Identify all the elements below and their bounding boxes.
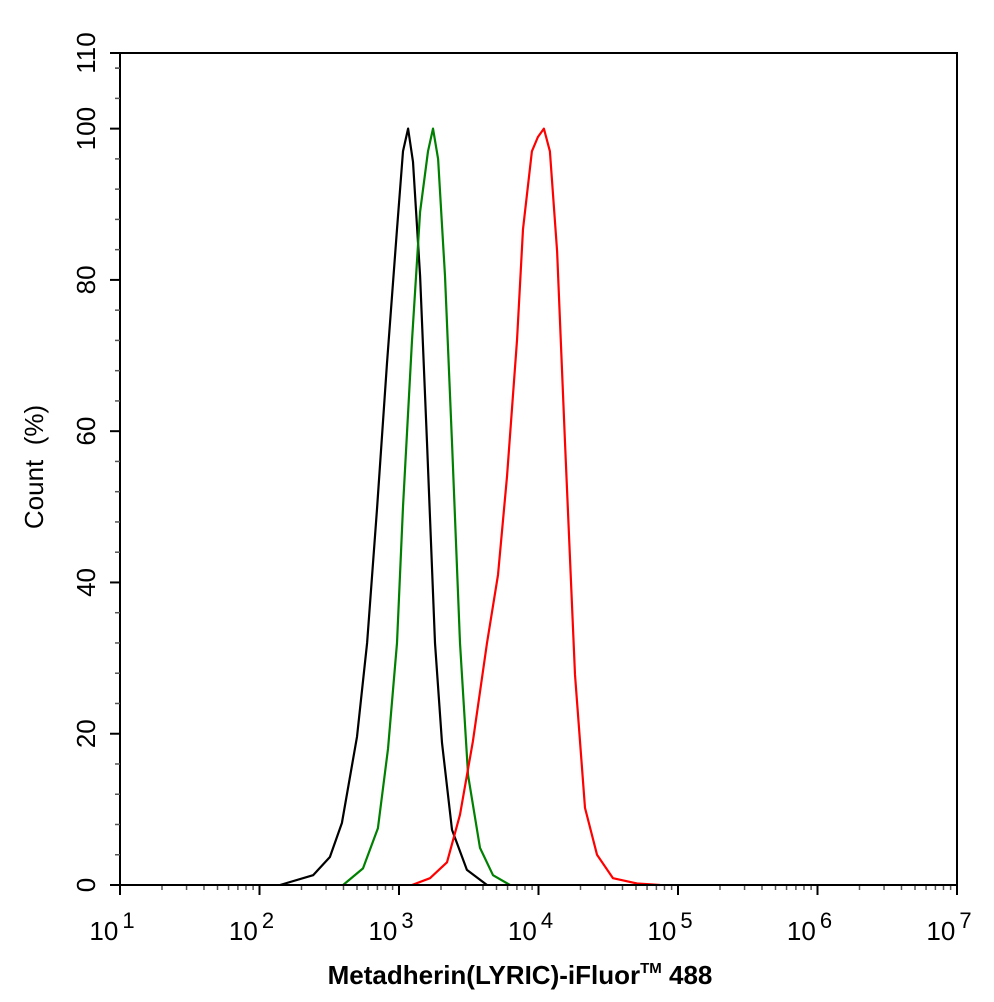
y-tick-label: 60 [71, 417, 101, 446]
series-line-green [342, 127, 511, 886]
y-axis-title: Count (%) [19, 405, 49, 529]
x-tick-base: 10 [647, 916, 676, 946]
x-tick-exponent: 4 [541, 908, 553, 933]
x-tick-exponent: 3 [401, 908, 413, 933]
x-tick-label: 10 1 [89, 908, 134, 946]
x-tick-exponent: 1 [122, 908, 134, 933]
x-axis-title: Metadherin(LYRIC)-iFluorTM 488 [328, 960, 713, 990]
x-tick-label: 10 5 [647, 908, 692, 946]
x-tick-base: 10 [926, 916, 955, 946]
x-axis-title-suffix: 488 [662, 960, 713, 990]
x-tick-base: 10 [508, 916, 537, 946]
x-tick-base: 10 [229, 916, 258, 946]
x-tick-exponent: 6 [820, 908, 832, 933]
y-tick-label: 40 [71, 568, 101, 597]
y-tick-label: 0 [71, 878, 101, 892]
x-tick-label: 10 4 [508, 908, 553, 946]
x-tick-label: 10 2 [229, 908, 274, 946]
y-tick-label: 110 [71, 32, 101, 73]
x-tick-base: 10 [787, 916, 816, 946]
plot-frame [119, 52, 958, 886]
x-tick-label: 10 7 [926, 908, 971, 946]
x-tick-exponent: 5 [680, 908, 692, 933]
x-axis-title-main: Metadherin(LYRIC)-iFluor [328, 960, 640, 990]
y-tick-label: 20 [71, 719, 101, 748]
x-tick-label: 10 3 [368, 908, 413, 946]
x-tick-exponent: 7 [959, 908, 971, 933]
x-tick-exponent: 2 [262, 908, 274, 933]
x-tick-base: 10 [89, 916, 118, 946]
series-line-black [279, 127, 488, 887]
series-line-red [411, 127, 661, 887]
x-axis-title-superscript: TM [640, 960, 662, 977]
x-tick-label: 10 6 [787, 908, 832, 946]
y-tick-label: 100 [71, 107, 101, 150]
y-tick-label: 80 [71, 265, 101, 294]
x-tick-base: 10 [368, 916, 397, 946]
